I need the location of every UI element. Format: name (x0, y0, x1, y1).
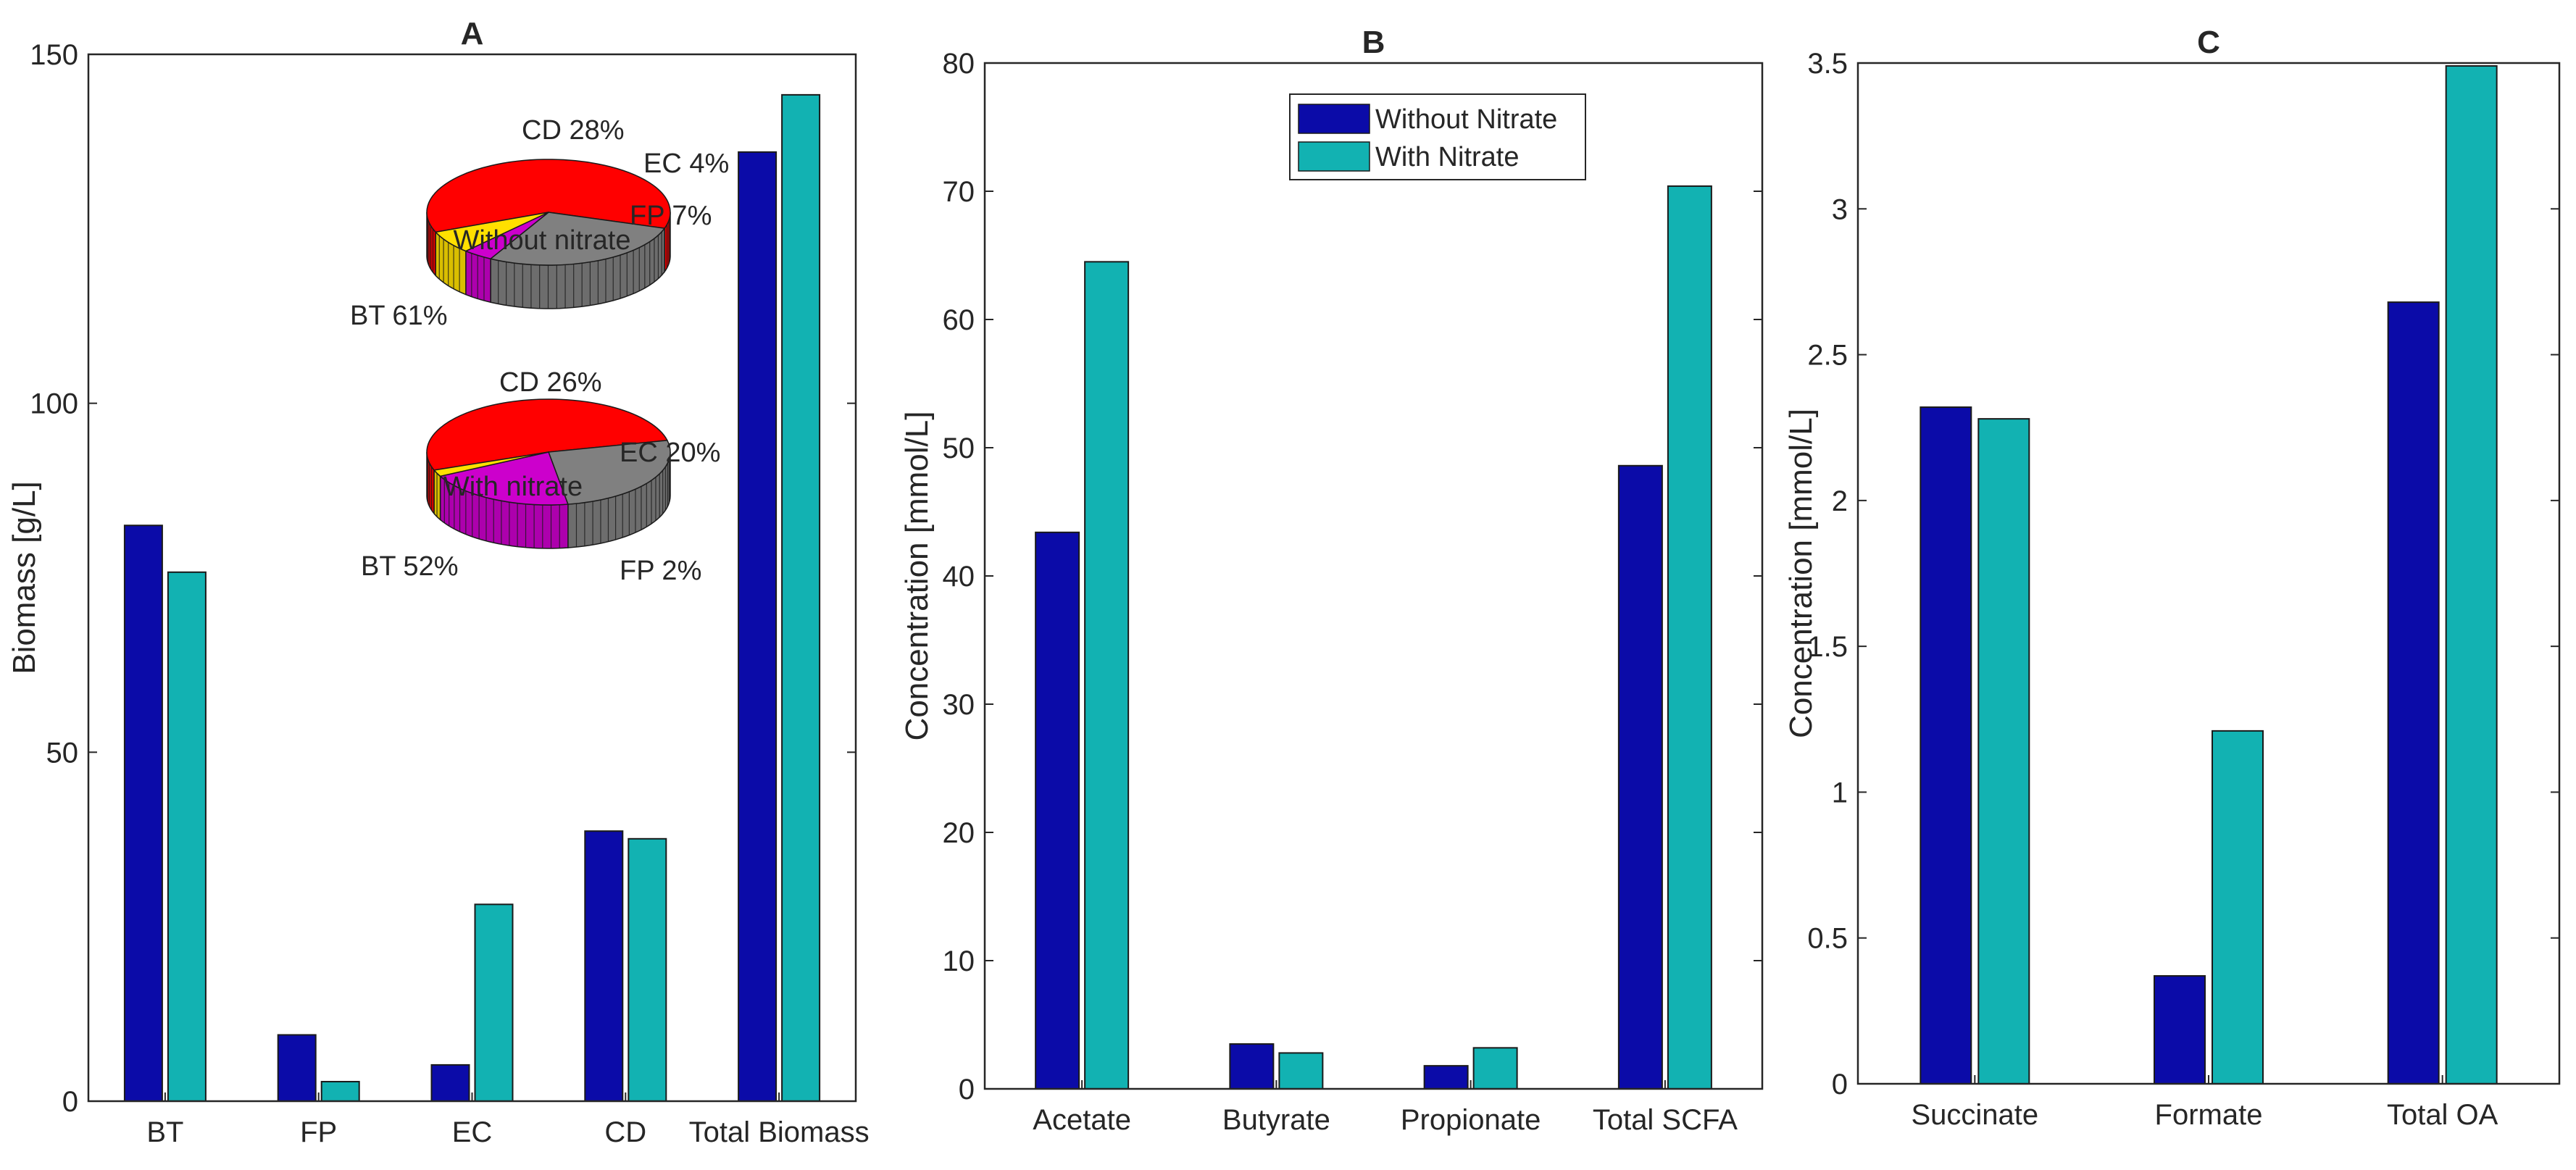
y-tick-label: 0.5 (1807, 923, 1848, 955)
x-tick-label: Formate (2155, 1099, 2263, 1131)
x-tick-label: Total Biomass (689, 1116, 870, 1148)
bar-acetate-with-nitrate (1084, 261, 1130, 1090)
bar-bt-without-nitrate (123, 525, 163, 1102)
pie-without-nitrate: BT 61% CD 28% EC 4% FP 7%Without nitrate (350, 115, 729, 331)
y-tick-label: 2.5 (1807, 340, 1848, 372)
bar-formate-with-nitrate (2212, 730, 2264, 1085)
y-tick-label: 0 (959, 1074, 975, 1106)
y-tick-label: 80 (943, 48, 975, 80)
x-tick-label: FP (300, 1116, 337, 1148)
bar-ec-without-nitrate (430, 1064, 470, 1102)
y-tick-label: 3.5 (1807, 48, 1848, 80)
y-tick-label: 1.5 (1807, 631, 1848, 663)
bar-cd-with-nitrate (628, 837, 667, 1102)
x-tick-label: Total SCFA (1593, 1104, 1738, 1136)
legend-label: Without Nitrate (1375, 104, 1557, 135)
panel-a: BT FP EC CD Total Biomass 0 50 100 150 A Biomass [… (7, 16, 870, 1148)
y-tick-label: 10 (943, 945, 975, 977)
y-tick-label: 20 (943, 817, 975, 849)
pie-slice-fp (434, 212, 549, 252)
bar-succinate-without-nitrate (1920, 406, 1972, 1085)
bar-ec-with-nitrate (474, 903, 514, 1102)
y-axis-label: Concentration [mmol/L] (1783, 409, 1819, 738)
y-tick-label: 1 (1832, 777, 1848, 808)
pie-label-fp: FP 7% (630, 201, 712, 231)
y-tick-label: 0 (62, 1086, 78, 1118)
x-tick-label: CD (604, 1116, 646, 1148)
pie-slice-bt (426, 398, 669, 471)
legend-swatch-with-nitrate (1298, 141, 1370, 172)
bar-total-oa-without-nitrate (2387, 301, 2440, 1085)
pie-label-cd: CD 26% (499, 367, 602, 398)
x-tick-label: EC (452, 1116, 493, 1148)
pie-slice-cd (547, 440, 671, 505)
x-tick-label: Acetate (1033, 1104, 1131, 1136)
bar-total-oa-with-nitrate (2445, 65, 2498, 1085)
axes-box (87, 53, 857, 1103)
pie-side-ec (465, 250, 491, 304)
bar-formate-without-nitrate (2154, 975, 2206, 1085)
x-tick-label: BT (146, 1116, 183, 1148)
pie-slice-bt (426, 159, 671, 233)
y-axis-label: Biomass [g/L] (7, 481, 42, 674)
y-tick-label: 30 (943, 689, 975, 721)
panel-b: Acetate Butyrate Propionate Total SCFA 0 10 20… (899, 25, 1764, 1136)
bar-succinate-with-nitrate (1977, 418, 2030, 1085)
pie-center-label: Without nitrate (454, 225, 631, 256)
y-tick-label: 3 (1832, 193, 1848, 225)
pie-slice-ec (438, 451, 569, 506)
pie-center-label: With nitrate (443, 472, 583, 502)
bar-butyrate-with-nitrate (1278, 1052, 1324, 1090)
y-tick-label: 2 (1832, 485, 1848, 517)
bar-fp-with-nitrate (320, 1081, 360, 1102)
bar-bt-with-nitrate (167, 571, 207, 1102)
pie-slice-cd (489, 212, 666, 266)
x-tick-label: Butyrate (1222, 1104, 1330, 1136)
panel-title: C (2197, 25, 2220, 60)
panel-title: A (461, 16, 484, 51)
y-tick-label: 100 (30, 388, 78, 420)
pie-label-fp: FP 2% (620, 556, 701, 586)
pie-label-cd: CD 28% (522, 115, 625, 146)
bar-fp-without-nitrate (277, 1034, 317, 1102)
y-tick-label: 60 (943, 304, 975, 336)
bar-total-biomass-without-nitrate (738, 151, 778, 1102)
axes-box (1856, 62, 2561, 1085)
axes-box (983, 62, 1764, 1090)
pie-label-ec: EC 4% (643, 149, 729, 179)
y-tick-label: 50 (46, 737, 79, 769)
bar-cd-without-nitrate (584, 830, 624, 1102)
bar-acetate-without-nitrate (1035, 531, 1080, 1090)
pie-label-ec: EC 20% (620, 438, 720, 468)
y-tick-label: 40 (943, 561, 975, 593)
y-axis-label: Concentration [mmol/L] (899, 411, 935, 741)
x-tick-label: Succinate (1911, 1099, 2038, 1131)
panel-title: B (1362, 25, 1385, 60)
pie-label-bt: BT 52% (361, 551, 458, 582)
y-tick-label: 70 (943, 176, 975, 208)
bar-butyrate-without-nitrate (1229, 1043, 1275, 1090)
legend-swatch-without-nitrate (1298, 104, 1370, 134)
legend-label: With Nitrate (1375, 142, 1519, 172)
pie-label-bt: BT 61% (350, 301, 447, 331)
y-tick-label: 150 (30, 39, 78, 71)
y-tick-label: 0 (1832, 1069, 1848, 1100)
bar-total-scfa-with-nitrate (1667, 185, 1712, 1090)
x-tick-label: Propionate (1401, 1104, 1541, 1136)
panel-c: Succinate Formate Total OA 0 0.5 1 1.5 2 2.5 3 3.5… (1783, 25, 2561, 1131)
y-tick-label: 50 (943, 433, 975, 464)
bar-total-biomass-with-nitrate (781, 93, 821, 1103)
bar-total-scfa-without-nitrate (1617, 464, 1663, 1090)
pie-with-nitrate: BT 52% CD 26% EC 20% FP 2% With nitrate (361, 367, 720, 586)
bar-propionate-with-nitrate (1472, 1047, 1518, 1090)
legend: Without Nitrate With Nitrate (1289, 93, 1586, 180)
bar-propionate-without-nitrate (1423, 1065, 1469, 1090)
x-tick-label: Total OA (2387, 1099, 2498, 1131)
pie-slice-fp (433, 451, 549, 477)
